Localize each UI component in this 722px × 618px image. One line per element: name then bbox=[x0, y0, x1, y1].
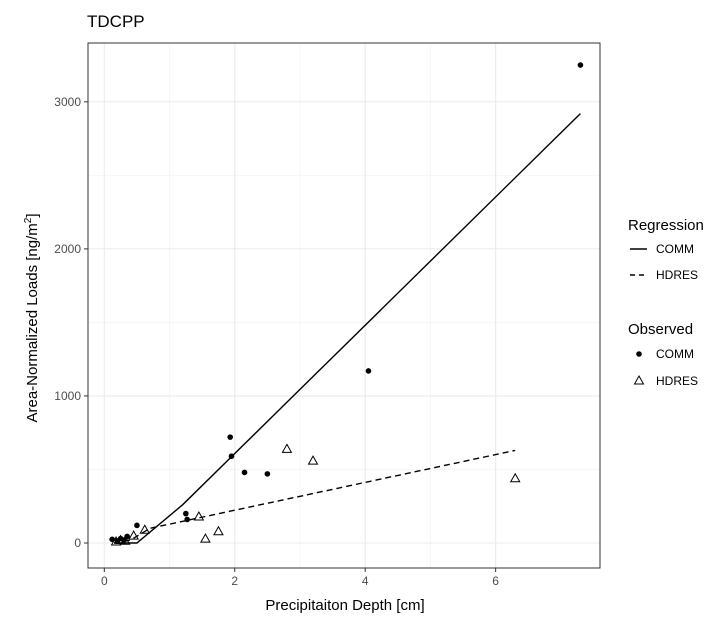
grid-layer bbox=[88, 43, 600, 568]
observed-point-comm bbox=[577, 62, 584, 68]
y-axis-title: Area-Normalized Loads [ng/m2] bbox=[23, 214, 41, 423]
observed-point-hdres bbox=[509, 472, 521, 483]
x-tick-label: 6 bbox=[492, 574, 499, 588]
plot-panel bbox=[88, 43, 600, 568]
x-tick-label: 2 bbox=[231, 574, 238, 588]
observed-point-comm bbox=[228, 453, 235, 460]
observed-point-hdres bbox=[213, 525, 224, 536]
observed-point-comm bbox=[183, 510, 189, 517]
observed-point-comm bbox=[264, 471, 271, 477]
x-tick-label: 0 bbox=[101, 574, 108, 588]
observed-point-hdres bbox=[128, 530, 140, 540]
observed-point-hdres bbox=[281, 443, 293, 453]
observed-point-hdres bbox=[200, 533, 211, 543]
legend-label-observed-comm: COMM bbox=[656, 347, 694, 361]
chart-title: TDCPP bbox=[87, 12, 145, 31]
y-axis-title-sup: 2 bbox=[23, 217, 34, 223]
legend-title-regression: Regression bbox=[628, 217, 704, 234]
tick-layer: 0 2 4 6 0 1000 2000 3000 bbox=[54, 95, 499, 588]
x-tick-label: 4 bbox=[362, 574, 369, 588]
observed-point-comm bbox=[227, 434, 233, 440]
observed-point-comm bbox=[134, 522, 140, 529]
regression-layer bbox=[113, 113, 581, 544]
observed-point-hdres bbox=[139, 524, 151, 534]
legend-key-observed-hdres bbox=[633, 374, 645, 385]
observed-point-hdres bbox=[307, 455, 319, 465]
legend-label-regression-comm: COMM bbox=[656, 242, 694, 256]
observed-layer bbox=[109, 62, 584, 546]
regression-line-comm bbox=[114, 113, 581, 544]
observed-point-hdres bbox=[193, 511, 205, 521]
legend-key-observed-comm bbox=[636, 351, 642, 357]
y-tick-label: 3000 bbox=[54, 95, 81, 109]
y-tick-label: 0 bbox=[74, 536, 81, 550]
legend-title-observed: Observed bbox=[628, 321, 693, 338]
observed-point-comm bbox=[241, 469, 248, 476]
y-tick-label: 1000 bbox=[54, 389, 81, 403]
x-axis-title: Precipitaiton Depth [cm] bbox=[265, 597, 424, 614]
y-axis-title-main: Area-Normalized Loads [ng/m bbox=[24, 223, 41, 422]
legend: Regression COMM HDRES Observed COMM HDRE… bbox=[628, 217, 704, 388]
y-tick-label: 2000 bbox=[54, 242, 81, 256]
observed-point-hdres bbox=[110, 536, 122, 546]
legend-label-regression-hdres: HDRES bbox=[656, 268, 698, 282]
legend-label-observed-hdres: HDRES bbox=[656, 374, 698, 388]
y-axis-title-end: ] bbox=[24, 214, 41, 218]
observed-point-comm bbox=[184, 516, 190, 523]
observed-point-comm bbox=[365, 368, 372, 374]
observed-point-hdres bbox=[119, 535, 131, 545]
plot-border bbox=[87, 42, 601, 569]
